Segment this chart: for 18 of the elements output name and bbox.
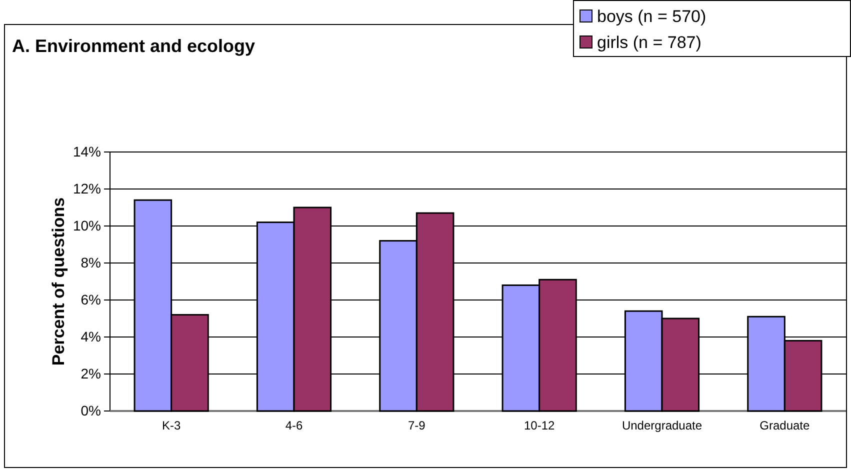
x-tick-label: Graduate [760, 418, 810, 433]
chart-title: A. Environment and ecology [12, 36, 256, 56]
y-tick-label: 10% [72, 217, 101, 234]
x-tick-label: Undergraduate [622, 418, 702, 433]
x-tick-label: 7-9 [408, 418, 426, 433]
y-tick-label: 2% [80, 365, 101, 382]
y-tick-label: 12% [72, 180, 101, 196]
y-tick-label: 6% [80, 291, 101, 308]
y-axis-title: Percent of questions [49, 197, 68, 366]
y-tick-label: 4% [80, 328, 101, 344]
y-tick-label: 0% [80, 402, 101, 418]
x-tick-label: 4-6 [285, 418, 303, 433]
x-tick-label: K-3 [162, 418, 181, 433]
legend-label: girls (n = 787) [597, 33, 702, 52]
x-tick-label: 10-12 [524, 418, 555, 433]
legend-label: boys (n = 570) [597, 7, 706, 26]
y-tick-label: 8% [80, 254, 101, 270]
y-tick-label: 14% [72, 143, 101, 160]
